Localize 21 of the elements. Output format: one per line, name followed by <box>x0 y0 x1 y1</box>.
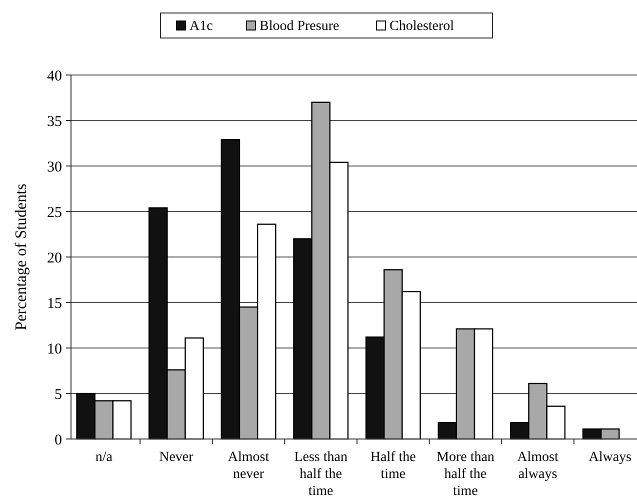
x-tick-label: Half the time <box>370 450 416 482</box>
x-tick-label: Always <box>588 450 632 465</box>
x-tick-label: Almost always <box>517 450 559 482</box>
y-tick-label: 30 <box>47 159 62 176</box>
y-tick-label: 10 <box>47 341 62 358</box>
legend-label: A1c <box>190 19 213 34</box>
y-tick-label: 40 <box>47 68 62 84</box>
y-tick-label: 5 <box>54 386 62 403</box>
y-tick-label: 20 <box>47 250 62 266</box>
y-axis-title: Percentage of Students <box>13 184 30 330</box>
x-tick-label: Never <box>159 450 194 465</box>
legend-label: Cholesterol <box>390 19 454 34</box>
y-tick-label: 25 <box>47 204 62 221</box>
x-tick-label: More than half the time <box>436 450 494 499</box>
y-tick-label: 35 <box>47 114 62 130</box>
x-tick-label: Almost never <box>228 450 270 482</box>
y-tick-label: 15 <box>47 296 62 312</box>
x-tick-label: Less than half the time <box>294 450 348 499</box>
x-tick-label: n/a <box>95 450 114 465</box>
y-tick-label: 0 <box>54 432 62 448</box>
legend-label: Blood Presure <box>260 19 340 34</box>
